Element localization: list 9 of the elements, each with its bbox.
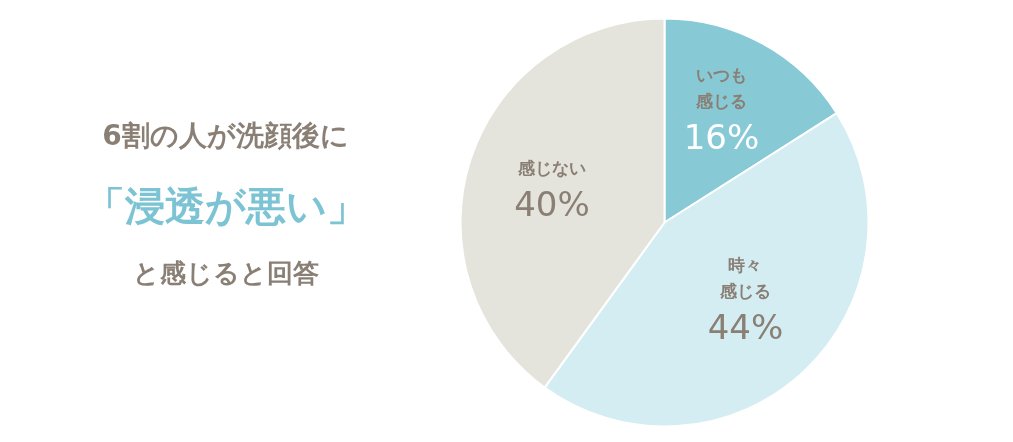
data-label: 16% xyxy=(683,116,760,157)
data-label: 40% xyxy=(514,183,590,224)
slice-label: いつも感じる xyxy=(695,64,747,111)
text: 6割の人が洗顔後に xyxy=(102,119,349,152)
text: 「浸透が悪い」 xyxy=(84,182,367,229)
slice-label: 時々感じる xyxy=(719,254,771,301)
slice-label: 感じない xyxy=(516,157,586,178)
data-label: 44% xyxy=(707,306,784,347)
text: と感じると回答 xyxy=(132,257,319,288)
